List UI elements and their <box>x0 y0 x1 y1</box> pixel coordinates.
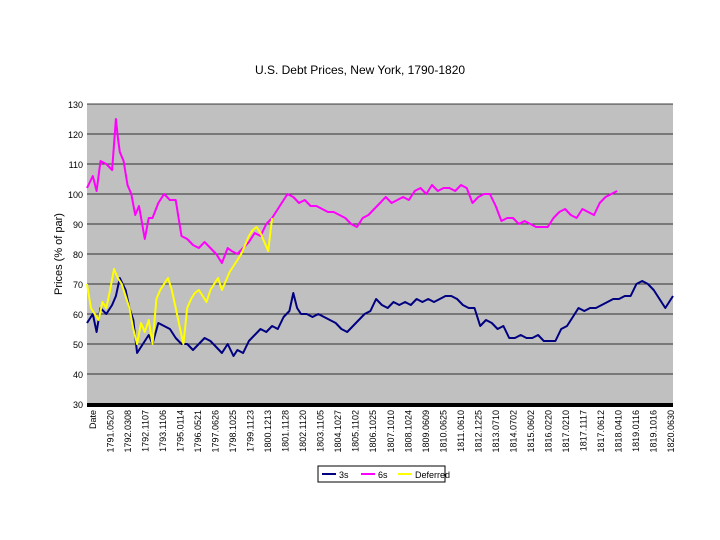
x-tick-label: 1816.0220 <box>543 410 553 453</box>
x-tick-label: 1820.0630 <box>666 410 676 453</box>
x-tick-label: 1796.0521 <box>193 410 203 453</box>
x-tick-label: 1798.1025 <box>228 410 238 453</box>
chart-title: U.S. Debt Prices, New York, 1790-1820 <box>255 63 465 77</box>
x-tick-label: 1817.0612 <box>596 410 606 453</box>
x-tick-label: 1819.0116 <box>631 410 641 452</box>
x-tick-label: 1808.1024 <box>403 410 413 453</box>
x-tick-label: 1817.0210 <box>561 410 571 453</box>
x-axis-bar <box>87 403 673 407</box>
x-tick-label: 1801.1128 <box>281 410 291 452</box>
x-tick-label: 1800.1213 <box>263 410 273 453</box>
x-tick-label: 1818.0410 <box>613 410 623 453</box>
legend-label: Deferred <box>415 470 450 480</box>
x-tick-label: 1795.0114 <box>176 410 186 452</box>
series-line-6s <box>86 118 618 264</box>
series-line-deferred <box>86 217 274 345</box>
x-tick-label: 1806.1025 <box>368 410 378 453</box>
x-tick-label: 1815.0602 <box>526 410 536 453</box>
y-tick-labels: 30 40 50 60 70 80 90 100 110 120 130 <box>68 100 83 410</box>
y-tick-label: 100 <box>68 190 83 200</box>
x-tick-label: 1805.1102 <box>351 410 361 452</box>
x-tick-label: 1809.0609 <box>421 410 431 453</box>
y-tick-label: 90 <box>73 220 83 230</box>
x-tick-header: Date <box>88 410 98 429</box>
x-tick-label: 1814.0702 <box>508 410 518 453</box>
y-axis-label: Prices (% of par) <box>53 213 65 295</box>
x-tick-label: 1811.0610 <box>456 410 466 452</box>
x-tick-label: 1792.1107 <box>141 410 151 452</box>
x-tick-label: 1812.1225 <box>473 410 483 453</box>
y-tick-label: 50 <box>73 340 83 350</box>
y-tick-label: 120 <box>68 130 83 140</box>
y-tick-label: 60 <box>73 310 83 320</box>
x-tick-label: 1810.0625 <box>438 410 448 453</box>
x-tick-label: 1819.1016 <box>648 410 658 453</box>
x-tick-labels: Date 1791.0520 1792.0308 1792.1107 1793.1106… <box>88 410 676 453</box>
y-tick-label: 40 <box>73 370 83 380</box>
x-tick-label: 1791.0520 <box>106 410 116 453</box>
y-tick-label: 110 <box>69 160 83 170</box>
x-tick-label: 1799.1123 <box>246 410 256 452</box>
x-tick-label: 1797.0626 <box>211 410 221 453</box>
x-tick-label: 1817.1117 <box>578 410 588 451</box>
y-tick-label: 80 <box>73 250 83 260</box>
y-tick-label: 130 <box>68 100 83 110</box>
x-tick-label: 1804.1027 <box>333 410 343 453</box>
legend-label: 3s <box>339 470 349 480</box>
x-tick-label: 1807.1010 <box>386 410 396 453</box>
x-tick-label: 1792.0308 <box>123 410 133 453</box>
x-tick-label: 1802.1120 <box>298 410 308 452</box>
legend-box <box>317 465 446 483</box>
x-tick-label: 1813.0710 <box>491 410 501 453</box>
legend-label: 6s <box>378 470 388 480</box>
series-line-3s <box>86 277 674 357</box>
x-tick-label: 1803.1105 <box>316 410 326 452</box>
x-tick-label: 1793.1106 <box>158 410 168 452</box>
series-lines <box>86 118 674 357</box>
y-tick-label: 30 <box>73 400 83 410</box>
y-tick-label: 70 <box>73 280 83 290</box>
chart-legend: 3s 6s Deferred <box>317 465 450 483</box>
